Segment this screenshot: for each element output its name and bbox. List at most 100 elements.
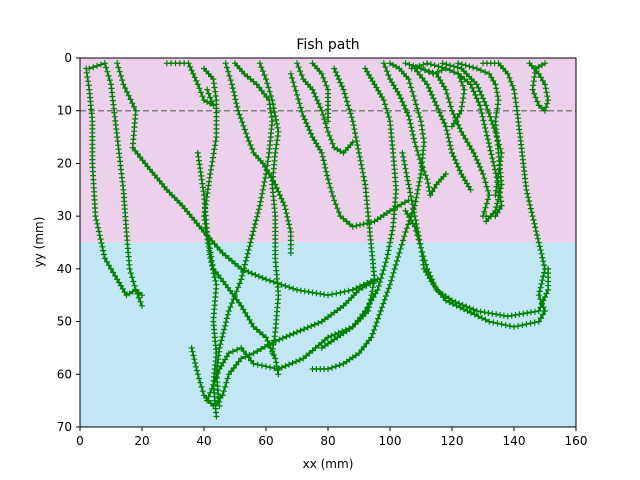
path-point-marker bbox=[304, 324, 311, 331]
path-point-marker bbox=[232, 260, 238, 267]
path-point-marker bbox=[120, 81, 127, 88]
path-point-marker bbox=[456, 125, 463, 132]
path-point-marker bbox=[443, 127, 450, 134]
path-point-marker bbox=[95, 224, 101, 231]
path-point-marker bbox=[477, 106, 484, 113]
path-point-marker bbox=[275, 188, 282, 195]
path-point-marker bbox=[252, 271, 259, 278]
path-point-marker bbox=[259, 331, 266, 338]
path-point-marker bbox=[538, 62, 545, 68]
path-point-marker bbox=[451, 69, 458, 76]
path-point-marker bbox=[190, 70, 197, 77]
path-point-marker bbox=[214, 370, 221, 376]
path-point-marker bbox=[459, 82, 466, 89]
path-point-marker bbox=[455, 70, 462, 77]
path-point-marker bbox=[334, 307, 341, 314]
path-point-marker bbox=[306, 350, 313, 357]
path-point-marker bbox=[325, 176, 331, 183]
path-point-marker bbox=[282, 363, 289, 369]
path-point-marker bbox=[479, 315, 485, 322]
path-point-marker bbox=[341, 288, 348, 295]
path-point-marker bbox=[297, 327, 304, 334]
path-point-marker bbox=[270, 105, 277, 112]
path-point-marker bbox=[473, 65, 480, 72]
path-point-marker bbox=[228, 368, 235, 375]
path-point-marker bbox=[445, 295, 452, 302]
path-point-marker bbox=[328, 188, 335, 195]
path-point-marker bbox=[379, 271, 386, 278]
path-point-marker bbox=[344, 98, 350, 105]
path-point-marker bbox=[379, 304, 385, 311]
path-point-marker bbox=[315, 320, 322, 327]
path-point-marker bbox=[305, 288, 312, 295]
path-point-marker bbox=[497, 185, 504, 192]
path-point-marker bbox=[250, 360, 257, 367]
path-point-marker bbox=[485, 196, 491, 203]
path-series-10 bbox=[287, 70, 412, 230]
path-point-marker bbox=[325, 292, 331, 299]
path-point-marker bbox=[211, 377, 218, 384]
path-point-marker bbox=[354, 317, 361, 324]
path-point-marker bbox=[448, 146, 455, 153]
path-point-marker bbox=[395, 254, 402, 260]
path-point-marker bbox=[276, 192, 283, 199]
path-point-marker bbox=[401, 233, 408, 240]
path-point-marker bbox=[417, 240, 424, 247]
path-point-marker bbox=[473, 156, 480, 163]
path-point-marker bbox=[382, 64, 389, 71]
path-point-marker bbox=[321, 316, 328, 323]
path-point-marker bbox=[396, 91, 403, 98]
path-point-marker bbox=[292, 87, 299, 94]
path-point-marker bbox=[256, 60, 263, 67]
path-point-marker bbox=[100, 247, 107, 254]
path-point-marker bbox=[509, 82, 516, 89]
path-point-marker bbox=[484, 132, 490, 139]
path-point-marker bbox=[201, 97, 207, 104]
path-point-marker bbox=[402, 165, 409, 172]
path-point-marker bbox=[241, 126, 248, 133]
path-point-marker bbox=[223, 64, 230, 71]
path-point-marker bbox=[356, 350, 362, 357]
path-point-marker bbox=[539, 77, 546, 84]
path-point-marker bbox=[290, 330, 297, 337]
path-point-marker bbox=[449, 297, 455, 304]
x-tick-label: 100 bbox=[379, 434, 402, 448]
path-point-marker bbox=[495, 192, 502, 199]
path-point-marker bbox=[235, 263, 242, 270]
path-point-marker bbox=[250, 323, 257, 330]
path-point-marker bbox=[507, 78, 514, 85]
path-point-marker bbox=[110, 269, 117, 276]
path-point-marker bbox=[318, 344, 325, 351]
path-point-marker bbox=[460, 132, 467, 139]
path-point-marker bbox=[328, 311, 335, 318]
path-point-marker bbox=[349, 354, 356, 361]
path-point-marker bbox=[415, 152, 422, 158]
path-point-marker bbox=[360, 221, 367, 228]
path-point-marker bbox=[385, 285, 392, 292]
path-point-marker bbox=[404, 109, 410, 116]
path-point-marker bbox=[235, 358, 242, 365]
path-point-marker bbox=[238, 344, 245, 351]
path-point-marker bbox=[283, 210, 290, 217]
path-point-marker bbox=[493, 204, 500, 211]
path-point-marker bbox=[444, 131, 451, 138]
path-point-marker bbox=[311, 137, 318, 144]
path-point-marker bbox=[394, 88, 401, 95]
y-tick-label: 40 bbox=[57, 262, 72, 276]
path-point-marker bbox=[225, 68, 232, 75]
path-point-marker bbox=[482, 316, 489, 323]
path-point-marker bbox=[265, 341, 272, 348]
path-point-marker bbox=[431, 62, 438, 69]
path-point-marker bbox=[315, 342, 322, 349]
path-point-marker bbox=[498, 321, 505, 328]
path-point-marker bbox=[442, 171, 449, 177]
path-point-marker bbox=[108, 265, 114, 272]
path-point-marker bbox=[228, 300, 235, 307]
path-point-marker bbox=[245, 268, 252, 275]
path-point-marker bbox=[523, 186, 530, 193]
y-tick-label: 70 bbox=[57, 420, 72, 434]
path-point-marker bbox=[449, 123, 455, 130]
path-point-marker bbox=[282, 206, 289, 213]
path-point-marker bbox=[431, 283, 438, 290]
